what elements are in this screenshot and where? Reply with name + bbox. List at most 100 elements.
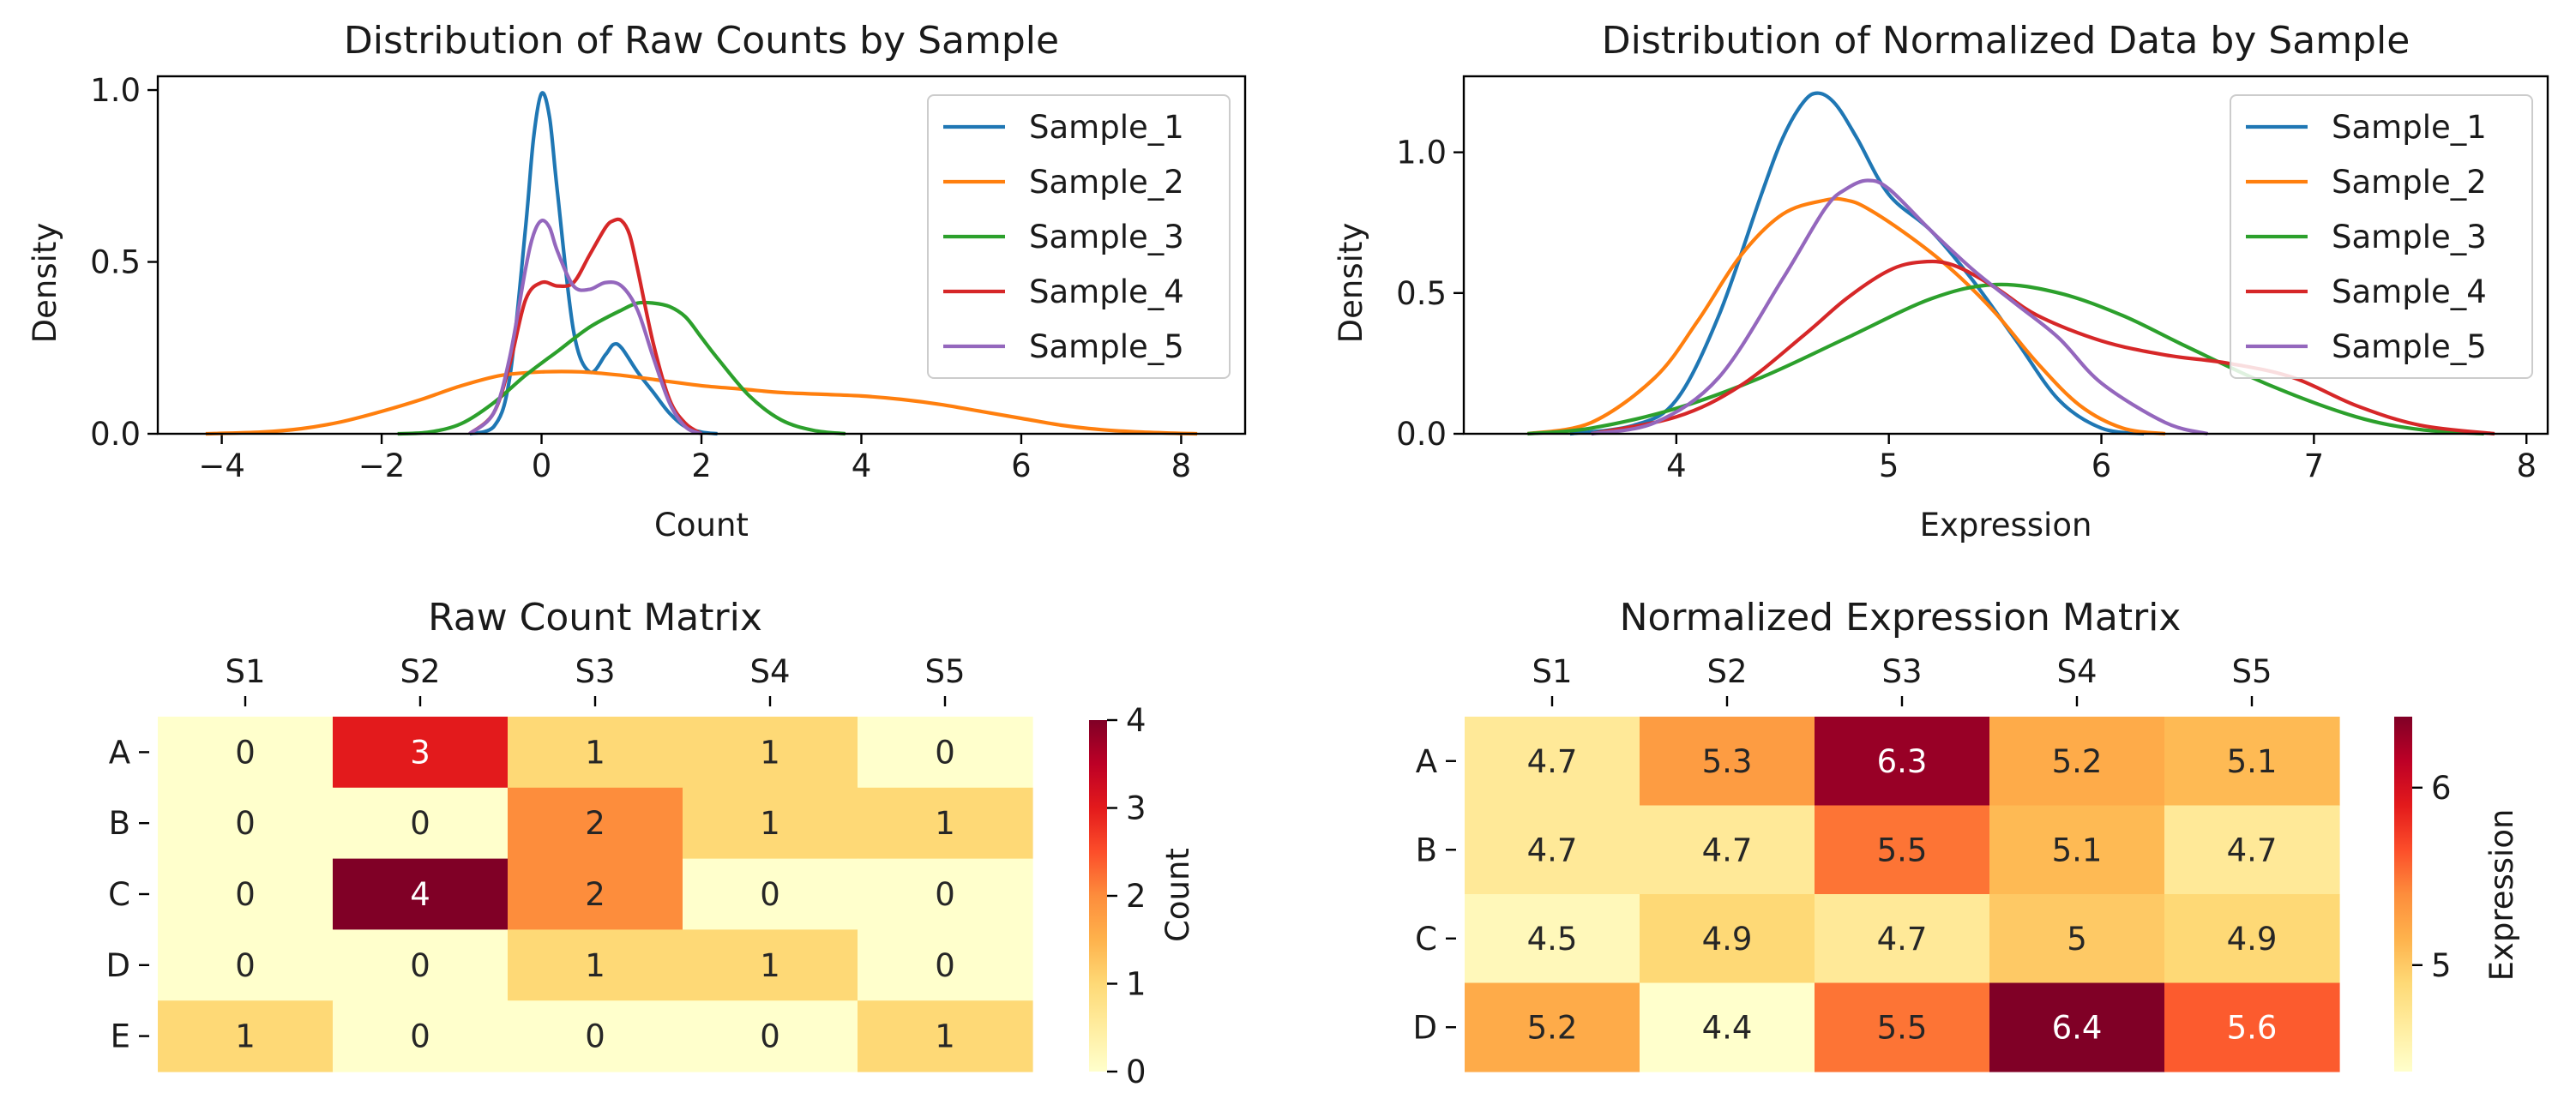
cell-value-label: 0 [410,947,430,984]
x-tick-label: 6 [1011,447,1032,484]
cell-value-label: 5.2 [1527,1009,1578,1046]
y-tick-label: 1.0 [90,72,141,109]
raw-density-panel: Distribution of Raw Counts by Sample Cou… [27,19,1247,543]
cell-value-label: 2 [585,876,605,913]
cell-value-label: 4.9 [2227,921,2278,958]
x-tick-label: 5 [1879,447,1899,484]
y-tick-label: 0.5 [90,244,141,281]
cell-value-label: 4.5 [1527,921,1578,958]
cell-value-label: 0 [935,947,955,984]
heatmap-cell [1465,717,1640,807]
column-label: S5 [2231,653,2272,690]
cell-value-label: 1 [760,734,780,771]
heatmap-cell [858,858,1033,930]
cell-value-label: 5.1 [2052,832,2103,868]
cell-value-label: 1 [235,1018,256,1055]
heatmap-cell [2164,717,2340,807]
x-axis-label: Count [654,507,749,543]
heatmap-cell [158,717,334,789]
chart-title: Distribution of Normalized Data by Sampl… [1602,19,2410,63]
row-label: D [1413,1009,1438,1046]
cell-value-label: 2 [585,805,605,842]
cell-value-label: 4.7 [1702,832,1753,868]
cell-value-label: 1 [585,734,605,771]
heatmap-cell [508,929,683,1001]
heatmap-cell [2164,894,2340,984]
cell-value-label: 5.5 [1877,1009,1928,1046]
cell-value-label: 1 [760,805,780,842]
x-tick-label: 4 [852,447,872,484]
heatmap-cell [1465,805,1640,895]
cell-value-label: 0 [585,1018,605,1055]
row-label: E [111,1018,130,1055]
density-line [1527,196,2166,436]
heatmap-cell [1989,805,2165,895]
cell-value-label: 0 [235,734,256,771]
normalized-expression-heatmap: Normalized Expression Matrix 4.7 5.3 6.3 5.… [1413,596,2520,1072]
cell-value-label: 1 [935,1018,955,1055]
normalized-density-panel: Distribution of Normalized Data by Sampl… [1333,19,2549,543]
cell-value-label: 4 [410,876,430,913]
heatmap-cell [2164,805,2340,895]
chart-title: Distribution of Raw Counts by Sample [344,19,1059,63]
raw-count-heatmap: Raw Count Matrix 0 3 1 1 00 0 2 1 10 4 2 0 00 0 1 1 01 0 0… [106,596,1197,1090]
colorbar-label: Count [1159,848,1196,942]
axis-ticks: 4 5 6 7 8 0.0 0.5 1.0 [1396,135,2537,484]
heatmap-cell [1465,982,1640,1072]
cell-value-label: 0 [410,1018,430,1055]
heatmap-cell [158,1000,334,1072]
legend-label: Sample_4 [1029,273,1184,310]
heatmap-cell [1640,982,1815,1072]
cell-value-label: 6.3 [1877,743,1928,780]
x-tick-label: 2 [691,447,712,484]
heatmap-cell [1815,717,1990,807]
legend: Sample_1 Sample_2 Sample_3 Sample_4 Sample_5 [2230,94,2533,379]
heatmap-cell [1465,894,1640,984]
cell-value-label: 0 [235,805,256,842]
heatmap-cell [858,1000,1033,1072]
plot-frame [156,75,1247,435]
cell-value-label: 3 [410,734,430,771]
heatmap-cell [683,858,858,930]
density-lines [205,91,1198,436]
cell-value-label: 5 [2067,921,2087,958]
row-label: A [109,734,130,771]
axis-ticks: −4 −2 0 2 4 6 8 0.0 0.5 1.0 [90,72,1191,484]
cell-value-label: 4.7 [2227,832,2278,868]
y-tick-label: 0.5 [1396,275,1447,312]
cell-value-label: 5.6 [2227,1009,2278,1046]
cell-value-label: 0 [935,876,955,913]
legend-label: Sample_4 [2332,273,2487,310]
heatmap-cell [683,929,858,1001]
cell-value-label: 1 [585,947,605,984]
heatmap-labels: S1 S2 S3 S4 S5 A B C D [1413,653,2272,1046]
heatmap-cell [158,929,334,1001]
heatmap-cell [683,717,858,789]
cell-value-label: 4.7 [1527,743,1578,780]
x-tick-label: 0 [532,447,552,484]
colorbar-tick-label: 6 [2431,770,2452,807]
column-label: S2 [1706,653,1747,690]
legend-label: Sample_2 [1029,164,1184,201]
legend: Sample_1 Sample_2 Sample_3 Sample_4 Sample_5 [927,94,1231,379]
cell-value-label: 1 [935,805,955,842]
plot-frame [1462,75,2549,435]
legend-label: Sample_1 [1029,109,1184,146]
legend-label: Sample_5 [1029,328,1184,365]
heatmap-cell [333,787,509,860]
y-tick-label: 0.0 [1396,416,1447,453]
legend-label: Sample_2 [2332,164,2487,201]
heatmap-cell [508,1000,683,1072]
heatmap-cell [1989,717,2165,807]
y-axis-label: Density [27,223,63,344]
heatmap-cell [508,787,683,860]
column-label: S1 [225,653,265,690]
row-label: D [106,947,131,984]
density-line [397,300,846,436]
x-axis-label: Expression [1920,507,2092,543]
heatmap-cell [858,929,1033,1001]
row-label: A [1416,743,1437,780]
heatmap-cell [508,717,683,789]
heatmap-cell [858,787,1033,860]
